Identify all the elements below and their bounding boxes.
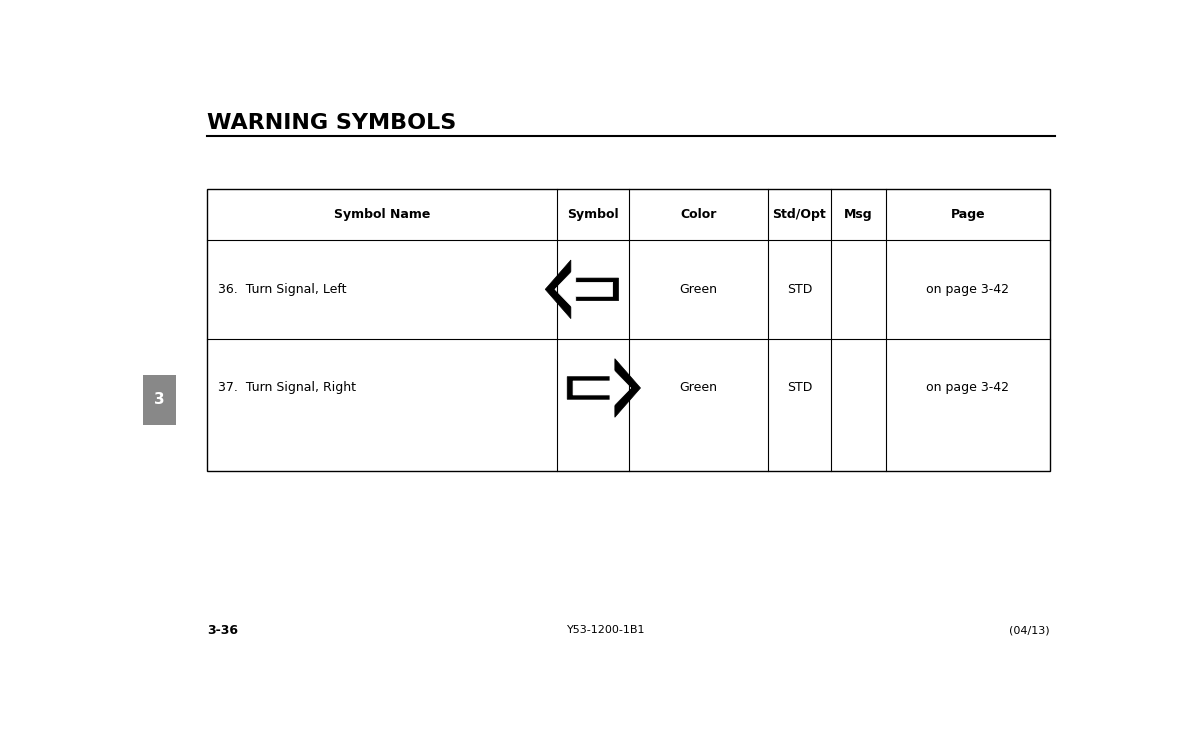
Text: STD: STD	[787, 381, 812, 395]
Bar	[143, 376, 176, 425]
Text: 3: 3	[155, 392, 165, 408]
Polygon shape	[567, 359, 641, 417]
Text: 3-36: 3-36	[207, 624, 239, 637]
Text: Green: Green	[680, 283, 717, 296]
Text: Color: Color	[680, 208, 716, 221]
Text: (04/13): (04/13)	[1009, 625, 1050, 635]
Text: Symbol Name: Symbol Name	[335, 208, 430, 221]
Text: 36.  Turn Signal, Left: 36. Turn Signal, Left	[219, 283, 346, 296]
Text: Green: Green	[680, 381, 717, 395]
Text: on page 3-42: on page 3-42	[927, 283, 1009, 296]
Text: on page 3-42: on page 3-42	[927, 381, 1009, 395]
Polygon shape	[556, 268, 612, 311]
Text: Y53-1200-1B1: Y53-1200-1B1	[566, 625, 645, 635]
Text: Symbol: Symbol	[567, 208, 618, 221]
Polygon shape	[545, 260, 618, 318]
Text: STD: STD	[787, 283, 812, 296]
Text: Msg: Msg	[844, 208, 872, 221]
Text: WARNING SYMBOLS: WARNING SYMBOLS	[207, 113, 456, 133]
Text: Page: Page	[950, 208, 986, 221]
Text: 37.  Turn Signal, Right: 37. Turn Signal, Right	[219, 381, 356, 395]
Polygon shape	[573, 367, 631, 409]
Bar	[207, 190, 1050, 471]
Text: Std/Opt: Std/Opt	[773, 208, 826, 221]
